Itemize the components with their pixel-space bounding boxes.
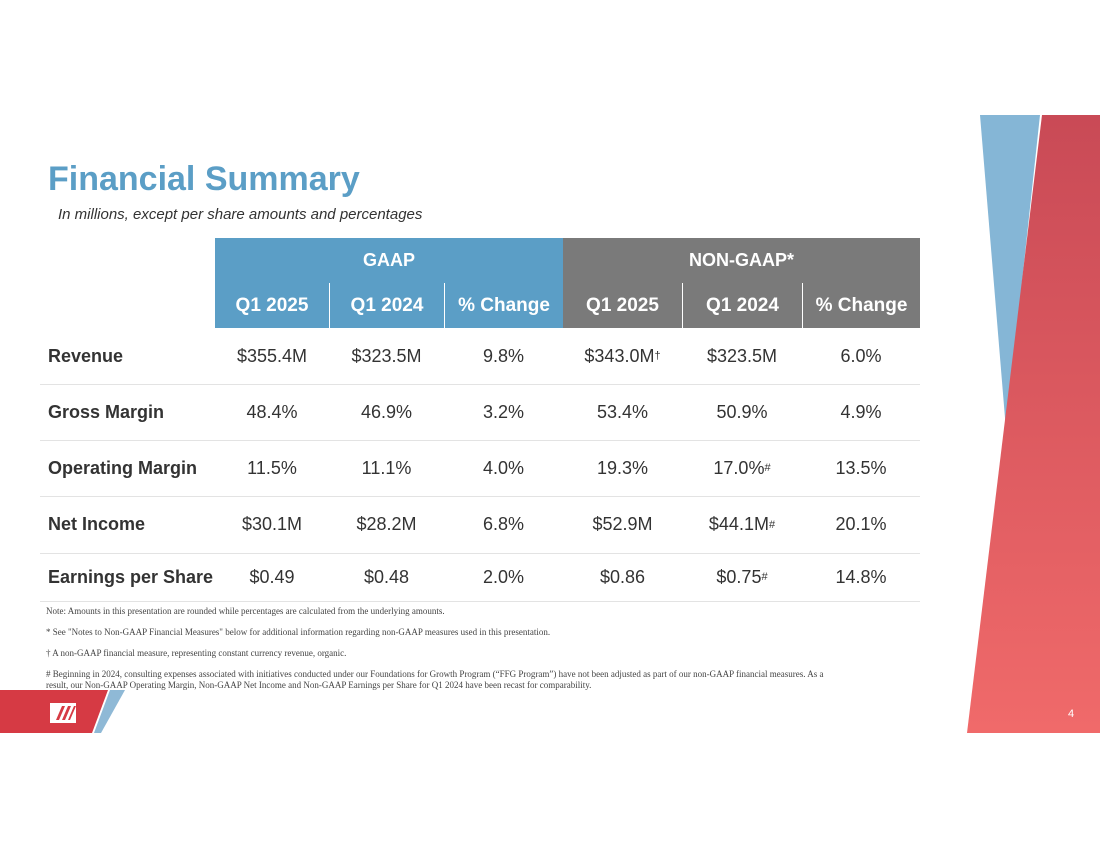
table-cell: 46.9%: [360, 401, 413, 422]
cell-value: $44.1M: [708, 514, 769, 534]
cell-value: 17.0%: [713, 457, 765, 478]
cell-value: $0.75: [716, 566, 762, 587]
table-cell: $0.75 #: [682, 553, 802, 601]
row-label: Gross Margin: [48, 401, 165, 422]
table-cell: 20.1%: [835, 514, 887, 534]
note: # Beginning in 2024, consulting expenses…: [46, 669, 824, 690]
table-cell: 48.4%: [246, 401, 298, 422]
table-cell: 4.9%: [840, 401, 882, 422]
table-cell: $52.9M: [592, 514, 653, 534]
table-cell: 4.0%: [482, 457, 525, 478]
table-cell: 11.1%: [361, 457, 412, 478]
table-cell: $343.0M †: [563, 328, 682, 384]
table-cell: 6.0%: [840, 345, 882, 366]
table-cell: 50.9%: [716, 401, 768, 422]
note: † A non-GAAP financial measure, represen…: [46, 648, 347, 658]
row-separator: [40, 553, 920, 554]
row-label: Net Income: [48, 514, 146, 534]
table-cell: $355.4M: [236, 345, 308, 366]
group-header: GAAP: [215, 238, 563, 283]
table-cell: $44.1M #: [682, 496, 802, 553]
column-header: Q1 2025: [215, 283, 329, 328]
subtitle: In millions, except per share amounts an…: [58, 206, 423, 223]
footnote-mark: †: [654, 350, 661, 362]
row-separator: [40, 440, 920, 441]
table-cell: $28.2M: [356, 514, 417, 534]
table-cell: 17.0% #: [682, 440, 802, 496]
notes: Note: Amounts in this presentation are r…: [46, 606, 846, 701]
table-cell: $323.5M: [351, 345, 422, 366]
row-label: Operating Margin: [48, 457, 198, 478]
title: Financial Summary: [48, 160, 360, 198]
footnote-mark: #: [761, 571, 768, 583]
table-cell: 13.5%: [835, 457, 887, 478]
row-separator: [40, 601, 920, 602]
column-header: % Change: [444, 283, 563, 328]
row-label: Earnings per Share: [48, 566, 214, 587]
note: * See "Notes to Non-GAAP Financial Measu…: [46, 627, 551, 637]
group-header: NON-GAAP*: [563, 238, 920, 283]
column-header: Q1 2024: [682, 283, 802, 328]
table-cell: $30.1M: [241, 514, 303, 534]
column-header: Q1 2024: [329, 283, 444, 328]
table-cell: $0.49: [249, 566, 295, 587]
column-header: Q1 2025: [563, 283, 682, 328]
table-cell: $0.86: [599, 566, 646, 587]
table-cell: 6.8%: [482, 514, 525, 534]
footnote-mark: #: [768, 518, 776, 531]
cell-value: $343.0M: [584, 345, 655, 366]
column-header: % Change: [802, 283, 920, 328]
table-cell: $323.5M: [706, 345, 778, 366]
row-separator: [40, 384, 920, 385]
table-cell: $0.48: [363, 566, 410, 587]
table-cell: 9.8%: [482, 345, 525, 366]
note: Note: Amounts in this presentation are r…: [46, 606, 445, 616]
footnote-mark: #: [764, 462, 771, 474]
table-cell: 2.0%: [482, 566, 525, 587]
row-separator: [40, 496, 920, 497]
table-cell: 11.5%: [247, 457, 297, 478]
table-cell: 3.2%: [482, 401, 525, 422]
table-cell: 19.3%: [596, 457, 649, 478]
page-number: 4: [1068, 708, 1075, 720]
row-label: Revenue: [48, 345, 124, 366]
table-cell: 53.4%: [596, 401, 649, 422]
table-cell: 14.8%: [835, 566, 887, 587]
